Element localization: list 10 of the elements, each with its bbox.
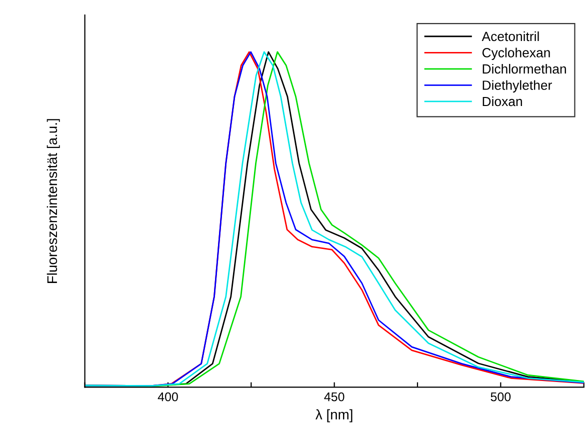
legend-label: Cyclohexan — [482, 48, 550, 60]
legend-label: Dichlormethan — [482, 64, 566, 74]
y-axis-title: Fluoreszenzintensität [a.u.] — [46, 119, 60, 283]
legend-label: Dioxan — [482, 96, 522, 106]
legend-label: Acetonitril — [482, 31, 539, 42]
x-tick-label: 450 — [324, 392, 344, 402]
x-tick-label: 400 — [158, 392, 178, 402]
x-axis-title: λ [nm] — [316, 409, 352, 422]
legend-label: Diethylether — [482, 80, 552, 93]
x-tick-label: 500 — [490, 392, 511, 402]
